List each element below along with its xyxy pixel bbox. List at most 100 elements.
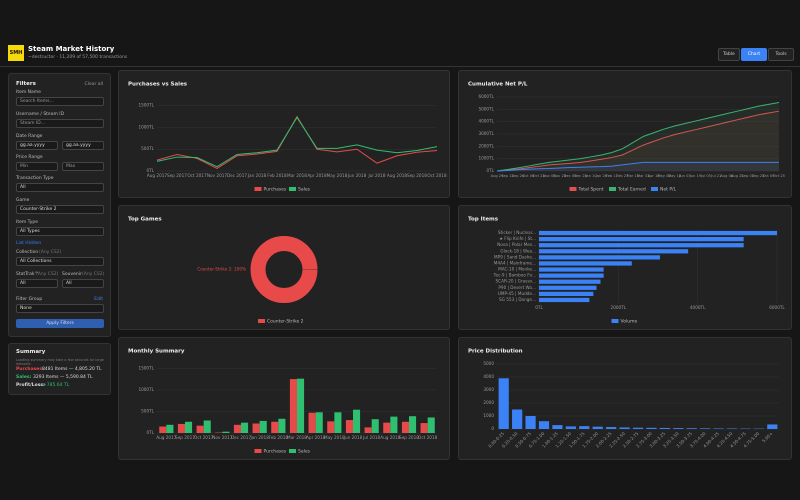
- chart-panel: Top Items 0TL 2000TL 4000TL 6000TL Sticker | …: [458, 205, 792, 330]
- chart-panel: Top Games Counter-Strike 2: 100% Counter-S…: [118, 205, 450, 330]
- x-tick-label: Feb 2018: [269, 435, 289, 440]
- legend-label: Counter-Strike 2: [267, 319, 304, 325]
- bar: [606, 427, 617, 429]
- bar: [592, 426, 603, 429]
- x-tick-label: Sep 2017: [167, 173, 187, 178]
- x-tick-label: Jan 2018: [249, 435, 269, 440]
- bar: [538, 421, 550, 429]
- y-tick-label: 0TL: [146, 430, 154, 435]
- stattrak-select[interactable]: All: [16, 279, 58, 288]
- y-tick-label: ★ Flip Knife | St...: [499, 236, 536, 241]
- bar: [512, 409, 523, 429]
- apply-button[interactable]: Apply Filters: [16, 319, 104, 328]
- x-tick-label: Sep 2018: [407, 173, 427, 178]
- x-tick-label: 0TL: [535, 305, 543, 310]
- x-tick-label: Jun 2018: [343, 435, 363, 440]
- profit-label: Profit/Loss:: [16, 383, 45, 388]
- bar: [177, 423, 185, 433]
- area: [497, 102, 779, 171]
- transaction-select[interactable]: All: [16, 183, 104, 192]
- bar: [646, 427, 657, 429]
- legend-swatch: [651, 187, 658, 191]
- x-tick-label: Aug 2017: [147, 173, 168, 178]
- legend-label: Volume: [621, 319, 638, 325]
- x-tick-label: Jan 2018: [247, 173, 267, 178]
- bar: [390, 416, 398, 433]
- bar: [539, 249, 689, 254]
- x-tick-label: Oct 2017: [194, 435, 214, 440]
- chart-panel: Monthly Summary 0TL 500TL 1000TL 1500TL Aug 2…: [118, 337, 450, 460]
- bar: [539, 291, 594, 297]
- chart-button[interactable]: Chart: [741, 48, 767, 61]
- hint: (Any CS2): [39, 250, 62, 255]
- game-select[interactable]: Counter-Strike 2: [16, 205, 104, 214]
- x-tick-label: Feb 27: [616, 174, 628, 178]
- table-button[interactable]: Table: [718, 48, 740, 61]
- legend-swatch: [258, 319, 265, 323]
- legend-label: Sales: [298, 187, 311, 193]
- x-tick-label: Jan 26: [595, 174, 608, 178]
- username-input[interactable]: Steam ID...: [16, 119, 104, 128]
- x-tick-label: Jul 21: [710, 174, 721, 178]
- y-tick-label: 3000: [483, 387, 494, 392]
- bar: [686, 428, 697, 429]
- x-tick-label: Mar 31: [637, 174, 650, 178]
- chart-panel: Purchases vs Sales 0TL 500TL 1000TL 1500TL Au…: [118, 70, 450, 198]
- area: [497, 162, 779, 171]
- x-tick-label: Sep 07: [741, 174, 754, 178]
- bar: [420, 423, 428, 433]
- bar: [327, 421, 335, 433]
- legend-swatch: [609, 187, 616, 191]
- y-tick-label: P90 | Desert Wa...: [498, 285, 536, 290]
- filter-group-select[interactable]: None: [16, 304, 104, 313]
- price-min[interactable]: Min: [16, 162, 58, 171]
- clear-all[interactable]: Clear all: [84, 82, 103, 87]
- x-tick-label: Oct 22: [533, 174, 545, 178]
- bar: [619, 427, 630, 429]
- x-tick-label: Oct 09: [763, 174, 776, 178]
- bar: [539, 297, 590, 303]
- x-tick-label: Sep 2018: [399, 435, 419, 440]
- edit-link[interactable]: Edit: [94, 297, 103, 302]
- legend-swatch: [289, 187, 296, 191]
- bar: [166, 424, 174, 433]
- date-from[interactable]: gg.aa.yyyy: [16, 141, 58, 150]
- date-to[interactable]: gg.aa.yyyy: [62, 141, 104, 150]
- area: [497, 111, 779, 171]
- y-tick-label: M4A4 | Mainframe...: [494, 260, 536, 265]
- chart-panel: Price Distribution 0 1000 2000 3000 4000 5000 0…: [458, 337, 792, 460]
- list-hidden[interactable]: List Hidden: [16, 241, 42, 246]
- x-tick-label: Sep 12: [501, 174, 514, 178]
- bar: [159, 426, 167, 433]
- x-tick-label: Aug 06: [720, 174, 733, 178]
- x-tick-label: Dec 2017: [231, 435, 251, 440]
- slice: [250, 236, 318, 303]
- collection-select[interactable]: All Collections: [16, 257, 104, 266]
- y-tick-label: 1500TL: [138, 365, 154, 370]
- y-tick-label: Tec-9 | Bamboo Fo...: [493, 273, 536, 278]
- x-tick-label: Oct 2018: [418, 435, 438, 440]
- y-tick-label: 1000TL: [138, 387, 154, 392]
- filters-panel: Filters Clear all Item Name Search Items…: [8, 73, 111, 337]
- summary-title: Summary: [16, 349, 46, 355]
- chart-title: Monthly Summary: [128, 349, 185, 355]
- price-max[interactable]: Max: [62, 162, 104, 171]
- legend-label: Total Earned: [617, 187, 646, 193]
- bar: [632, 427, 644, 429]
- chart: Price Distribution0100020003000400050000…: [468, 349, 779, 449]
- item-type-select[interactable]: All Types: [16, 227, 104, 236]
- bar: [579, 426, 590, 429]
- bar: [401, 421, 409, 433]
- chart-panel: Cumulative Net P/L 0TL 1000TL 2000TL 3000TL 4…: [458, 70, 792, 198]
- purchases-label: Purchases:: [16, 367, 44, 372]
- x-tick-label: May 02: [658, 174, 671, 178]
- item-name-input[interactable]: Search Items...: [16, 97, 104, 106]
- header: SMH Steam Market History ~destructor · 1…: [0, 0, 800, 67]
- chart: Purchases vs Sales 0TL 500TL 1000TL 1500TL Au…: [128, 82, 447, 193]
- x-tick-label: Feb 11: [606, 174, 618, 178]
- tools-button[interactable]: Tools: [768, 48, 794, 61]
- souvenir-select[interactable]: All: [62, 279, 104, 288]
- bar: [185, 421, 193, 433]
- legend-label: Sales: [298, 449, 311, 455]
- bar: [539, 243, 744, 248]
